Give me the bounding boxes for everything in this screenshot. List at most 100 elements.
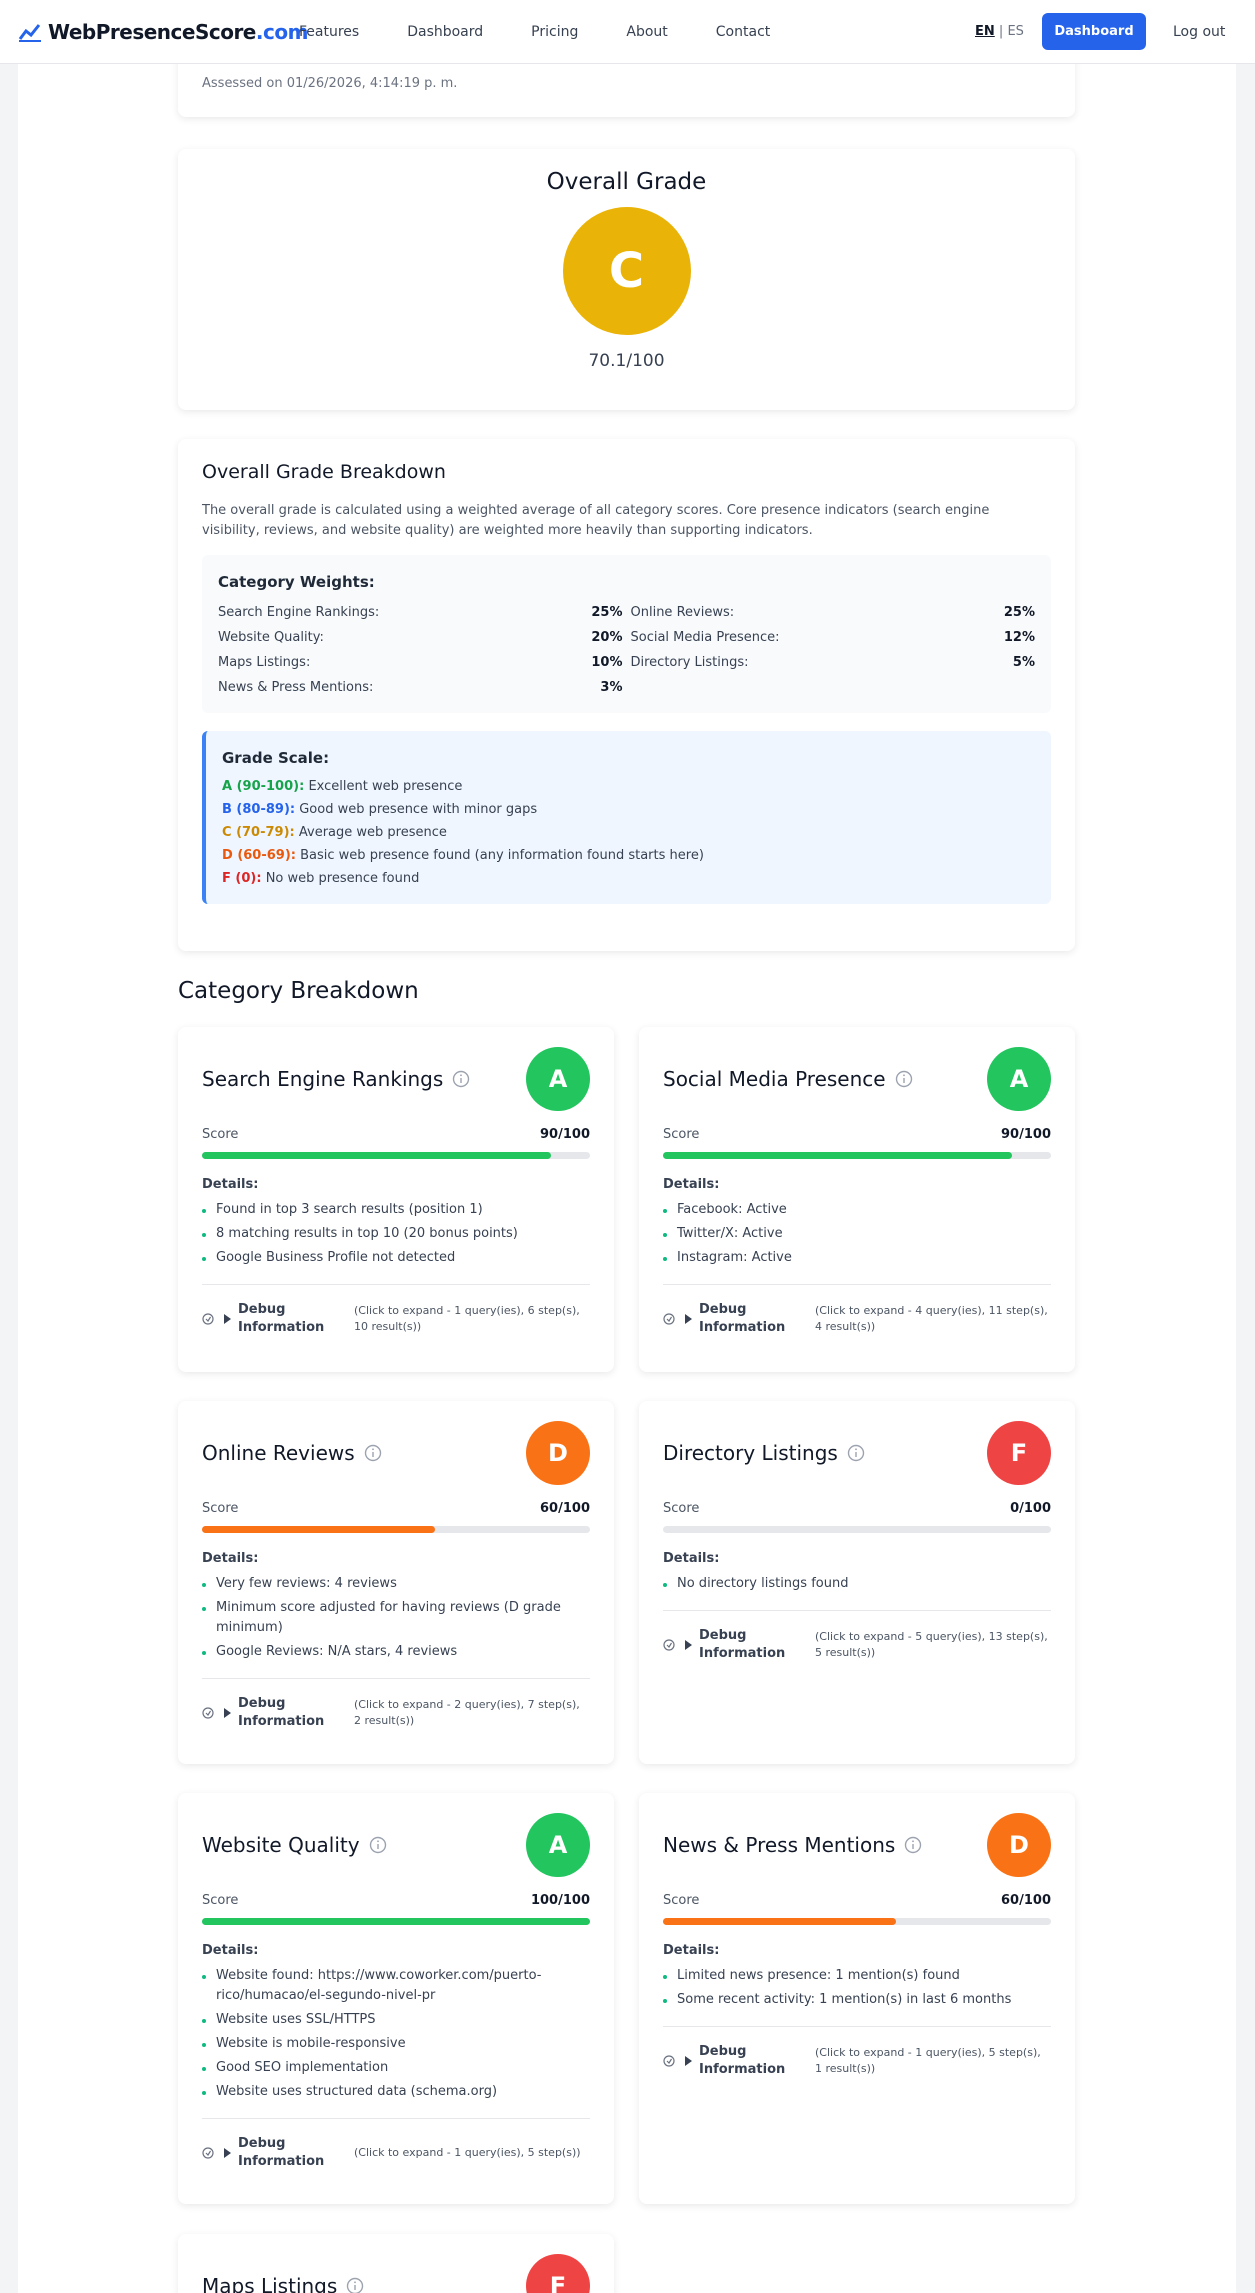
details-list: Website found: https://www.coworker.com/… xyxy=(202,1966,590,2102)
score-label: 90/100 xyxy=(1001,1127,1051,1142)
score-label: 100/100 xyxy=(530,1893,590,1908)
score-bar xyxy=(202,1918,590,1925)
debug-row[interactable]: Debug Information (Click to expand - 2 qu… xyxy=(202,1678,590,1731)
score-label: 60/100 xyxy=(540,1501,590,1516)
category-title: News & Press Mentions xyxy=(663,1833,923,1857)
scale-label: D (60-69): xyxy=(222,848,296,863)
weight-row: Search Engine Rankings: 25% xyxy=(218,605,623,620)
nav-link[interactable]: Pricing xyxy=(531,23,579,40)
lang-sep: | xyxy=(998,24,1004,39)
category-title: Website Quality xyxy=(202,1833,388,1857)
scale-label: C (70-79): xyxy=(222,825,295,840)
grade-badge: F xyxy=(987,1421,1051,1485)
scale-row: A (90-100): Excellent web presence xyxy=(222,779,1035,794)
detail-item: Website found: https://www.coworker.com/… xyxy=(202,1966,590,2006)
weight-value: 25% xyxy=(1003,605,1035,620)
scale-title: Grade Scale: xyxy=(222,749,330,767)
category-title: Social Media Presence xyxy=(663,1067,914,1091)
score-caption: Score xyxy=(663,1893,700,1908)
grade-scale-box: Grade Scale: A (90-100): Excellent web pr… xyxy=(202,731,1051,904)
card-header: Website Quality A xyxy=(202,1813,590,1877)
details-caption: Details: xyxy=(663,1177,720,1192)
debug-icons xyxy=(663,1639,692,1651)
info-icon[interactable] xyxy=(368,1835,388,1855)
category-name: Search Engine Rankings xyxy=(202,1067,444,1091)
debug-meta: (Click to expand - 1 query(ies), 5 step(… xyxy=(354,2146,581,2159)
nav-link[interactable]: Dashboard xyxy=(407,23,484,40)
weight-label: Website Quality: xyxy=(218,630,324,645)
weight-row: News & Press Mentions: 3% xyxy=(218,680,623,695)
weight-value: 3% xyxy=(600,680,623,695)
detail-item: Very few reviews: 4 reviews xyxy=(202,1574,590,1594)
logo[interactable]: WebPresenceScore .com xyxy=(18,20,308,44)
dashboard-button[interactable]: Dashboard xyxy=(1042,13,1146,50)
debug-icons xyxy=(663,2055,692,2067)
debug-label: Debug Information xyxy=(238,1302,325,1335)
card-header: Search Engine Rankings A xyxy=(202,1047,590,1111)
nav-link[interactable]: Features xyxy=(299,23,360,40)
info-icon[interactable] xyxy=(894,1069,914,1089)
category-title: Search Engine Rankings xyxy=(202,1067,471,1091)
debug-meta: (Click to expand - 1 query(ies), 6 step(… xyxy=(354,1304,580,1333)
debug-row[interactable]: Debug Information (Click to expand - 1 qu… xyxy=(663,2026,1051,2079)
lang-en[interactable]: EN xyxy=(975,24,995,39)
scale-text: No web presence found xyxy=(265,871,420,886)
details-caption: Details: xyxy=(663,1551,720,1566)
details-list: Facebook: Active Twitter/X: Active Instagr… xyxy=(663,1200,1051,1268)
logo-text: WebPresenceScore xyxy=(48,19,256,44)
weight-label: Directory Listings: xyxy=(630,655,749,670)
weight-label: Maps Listings: xyxy=(218,655,311,670)
card-header: News & Press Mentions D xyxy=(663,1813,1051,1877)
info-icon[interactable] xyxy=(345,2276,365,2293)
category-card: News & Press Mentions D Score 60/100 Details… xyxy=(639,1793,1075,2204)
details-list: No directory listings found xyxy=(663,1574,1051,1594)
nav-link[interactable]: About xyxy=(626,23,668,40)
scale-row: D (60-69): Basic web presence found (any… xyxy=(222,848,1035,863)
debug-label: Debug Information xyxy=(238,2136,325,2169)
weight-label: Social Media Presence: xyxy=(630,630,780,645)
detail-item: Website uses structured data (schema.org… xyxy=(202,2082,590,2102)
detail-item: Google Reviews: N/A stars, 4 reviews xyxy=(202,1642,590,1662)
grade-badge: D xyxy=(526,1421,590,1485)
nav-links: Features Dashboard Pricing About Contact xyxy=(299,24,818,40)
lang-es[interactable]: ES xyxy=(1007,24,1024,39)
weight-label: Search Engine Rankings: xyxy=(218,605,380,620)
weights-grid: Search Engine Rankings: 25% Online Reviews… xyxy=(218,605,1035,695)
category-title: Directory Listings xyxy=(663,1441,866,1465)
category-card: Online Reviews D Score 60/100 Details: Very f… xyxy=(178,1401,614,1764)
scale-label: F (0): xyxy=(222,871,262,886)
category-card: Directory Listings F Score 0/100 Details: No … xyxy=(639,1401,1075,1764)
detail-item: Minimum score adjusted for having review… xyxy=(202,1598,590,1638)
score-track xyxy=(663,1152,1051,1159)
logout-link[interactable]: Log out xyxy=(1173,23,1226,40)
logo-tld: .com xyxy=(255,19,309,44)
scale-text: Good web presence with minor gaps xyxy=(299,802,538,817)
info-icon[interactable] xyxy=(451,1069,471,1089)
info-icon[interactable] xyxy=(846,1443,866,1463)
debug-row[interactable]: Debug Information (Click to expand - 1 qu… xyxy=(202,2118,590,2171)
score-row: Score 90/100 xyxy=(202,1127,590,1142)
weight-value: 10% xyxy=(591,655,623,670)
language-switch: EN | ES xyxy=(975,24,1024,39)
score-label: 60/100 xyxy=(1001,1893,1051,1908)
debug-row[interactable]: Debug Information (Click to expand - 5 qu… xyxy=(663,1610,1051,1663)
grade-badge: D xyxy=(987,1813,1051,1877)
info-icon[interactable] xyxy=(363,1443,383,1463)
debug-row[interactable]: Debug Information (Click to expand - 1 qu… xyxy=(202,1284,590,1337)
score-row: Score 60/100 xyxy=(202,1501,590,1516)
score-track xyxy=(202,1152,590,1159)
nav-link[interactable]: Contact xyxy=(715,23,771,40)
info-icon[interactable] xyxy=(903,1835,923,1855)
details-caption: Details: xyxy=(202,1551,259,1566)
grade-badge: F xyxy=(526,2254,590,2293)
score-bar xyxy=(663,1152,1013,1159)
details-caption: Details: xyxy=(663,1943,720,1958)
debug-icons xyxy=(663,1313,692,1325)
scale-text: Basic web presence found (any informatio… xyxy=(300,848,704,863)
debug-row[interactable]: Debug Information (Click to expand - 4 qu… xyxy=(663,1284,1051,1337)
scale-text: Excellent web presence xyxy=(308,779,463,794)
detail-item: Google Business Profile not detected xyxy=(202,1248,590,1268)
grade-badge: A xyxy=(526,1813,590,1877)
score-row: Score 60/100 xyxy=(663,1893,1051,1908)
